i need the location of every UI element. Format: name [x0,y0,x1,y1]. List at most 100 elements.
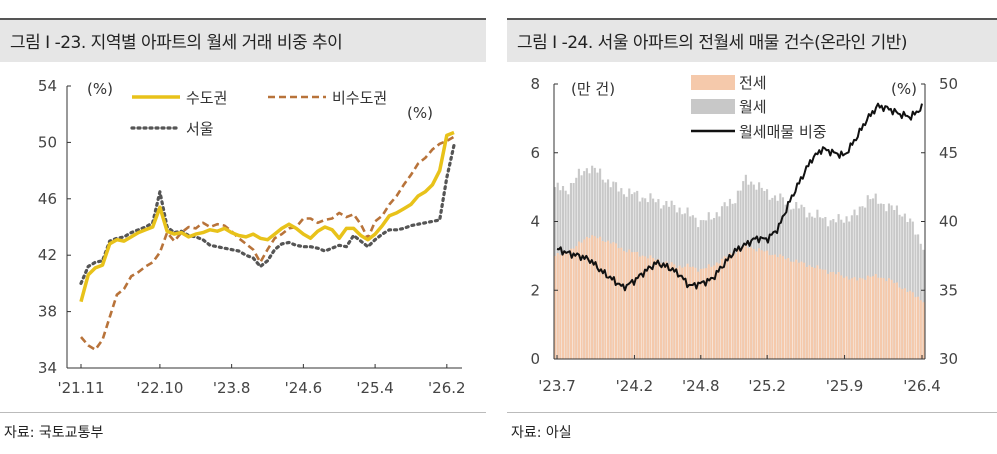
right-jeonse-bar [577,241,580,359]
right-y-tick-label-left: 4 [530,213,540,231]
right-y-tick-label-right: 45 [939,144,958,162]
right-jeonse-bar [572,248,575,359]
right-jeonse-bar [583,239,586,359]
right-jeonse-bar [601,241,604,359]
right-jeonse-bar [702,268,705,359]
right-jeonse-bar [739,249,742,359]
right-jeonse-bar [718,263,721,359]
right-jeonse-bar [789,261,792,359]
right-jeonse-bar [689,267,692,359]
right-jeonse-bar [792,261,795,359]
right-jeonse-bar [877,277,880,359]
right-wolse-bar [911,221,914,359]
right-jeonse-bar [670,262,673,359]
right-jeonse-bar [652,258,655,359]
right-jeonse-bar [903,288,906,359]
right-jeonse-bar [673,264,676,359]
right-jeonse-bar [898,287,901,359]
right-jeonse-bar [771,255,774,359]
left-x-tick-label: '22.10 [136,379,183,397]
right-wolse-bar [898,214,901,359]
right-jeonse-bar [816,265,819,359]
left-source-rule [0,412,486,413]
right-jeonse-bar [628,249,631,359]
right-jeonse-bar [723,256,726,359]
left-x-tick-label: '21.11 [57,379,104,397]
right-jeonse-bar [763,251,766,359]
right-jeonse-bar [580,242,583,359]
right-y-tick-label-left: 6 [530,144,540,162]
right-jeonse-bar [755,251,758,359]
right-jeonse-bar [869,276,872,359]
right-jeonse-bar [644,256,647,359]
right-jeonse-bar [728,253,732,359]
right-chart-title: 그림 I -24. 서울 아파트의 전월세 매물 건수(온라인 기반) [517,33,907,53]
left-y-tick-label: 38 [38,303,57,321]
right-x-tick-label: '24.8 [682,377,720,395]
right-jeonse-bar [901,289,904,359]
right-jeonse-bar [660,263,663,359]
left-y-tick-label: 34 [38,359,57,377]
right-jeonse-bar [879,277,883,359]
left-legend-label-1: 비수도권 [332,89,387,107]
right-jeonse-bar [914,297,917,359]
left-title-bar: 그림 I -23. 지역별 아파트의 월세 거래 비중 추이 [0,18,486,62]
right-jeonse-bar [599,236,602,359]
left-legend-label-2: 서울 [186,120,214,138]
right-jeonse-bar [800,261,803,359]
right-jeonse-bar [922,302,925,359]
right-jeonse-bar [697,271,700,359]
right-jeonse-bar [665,261,668,359]
right-jeonse-bar [744,243,747,359]
right-jeonse-bar [657,259,660,359]
right-jeonse-bar [797,262,800,359]
right-legend-swatch-jeonse [691,75,735,90]
right-jeonse-bar [720,258,724,359]
right-jeonse-bar [882,278,885,359]
right-jeonse-bar [710,266,713,359]
right-jeonse-bar [787,258,790,359]
right-source: 자료: 아실 [511,425,572,441]
right-jeonse-bar [919,300,922,359]
right-jeonse-bar [638,256,641,359]
right-legend-label-ratio: 월세매물 비중 [739,123,827,141]
right-jeonse-bar [686,263,689,359]
right-jeonse-bar [752,249,755,359]
right-jeonse-bar [747,248,750,359]
right-jeonse-bar [713,265,716,359]
right-jeonse-bar [569,248,573,359]
right-y-tick-label-right: 50 [939,75,958,93]
right-jeonse-bar [604,242,607,359]
right-jeonse-bar [731,254,734,359]
right-jeonse-bar [575,246,578,359]
right-jeonse-bar [559,254,562,359]
right-jeonse-bar [567,253,570,359]
right-jeonse-bar [850,278,853,359]
right-y-tick-label-left: 8 [530,75,540,93]
right-jeonse-bar [893,283,896,359]
right-y-tick-label-left: 2 [530,281,540,299]
right-jeonse-bar [617,248,620,359]
right-legend-swatch-wolse [691,99,735,114]
right-source-rule [507,412,997,413]
right-jeonse-bar [654,259,657,359]
left-x-tick-label: '25.4 [356,379,394,397]
right-jeonse-bar [593,236,596,359]
right-jeonse-bar [630,252,633,359]
right-jeonse-bar [840,275,843,359]
right-wolse-bar [895,205,898,359]
right-x-tick-label: '26.4 [903,377,941,395]
right-jeonse-bar [768,255,771,359]
left-series-line-2 [79,143,456,285]
left-unit-left: (%) [87,80,113,98]
right-jeonse-bar [826,273,830,359]
right-jeonse-bar [781,256,785,359]
left-y-tick-label: 46 [38,190,57,208]
left-series-line-1 [80,135,455,351]
right-jeonse-bar [848,279,851,359]
right-ratio-line [556,102,923,292]
right-jeonse-bar [861,278,864,359]
right-jeonse-bar [784,259,787,359]
right-jeonse-bar [813,268,816,359]
right-jeonse-bar [858,277,861,359]
